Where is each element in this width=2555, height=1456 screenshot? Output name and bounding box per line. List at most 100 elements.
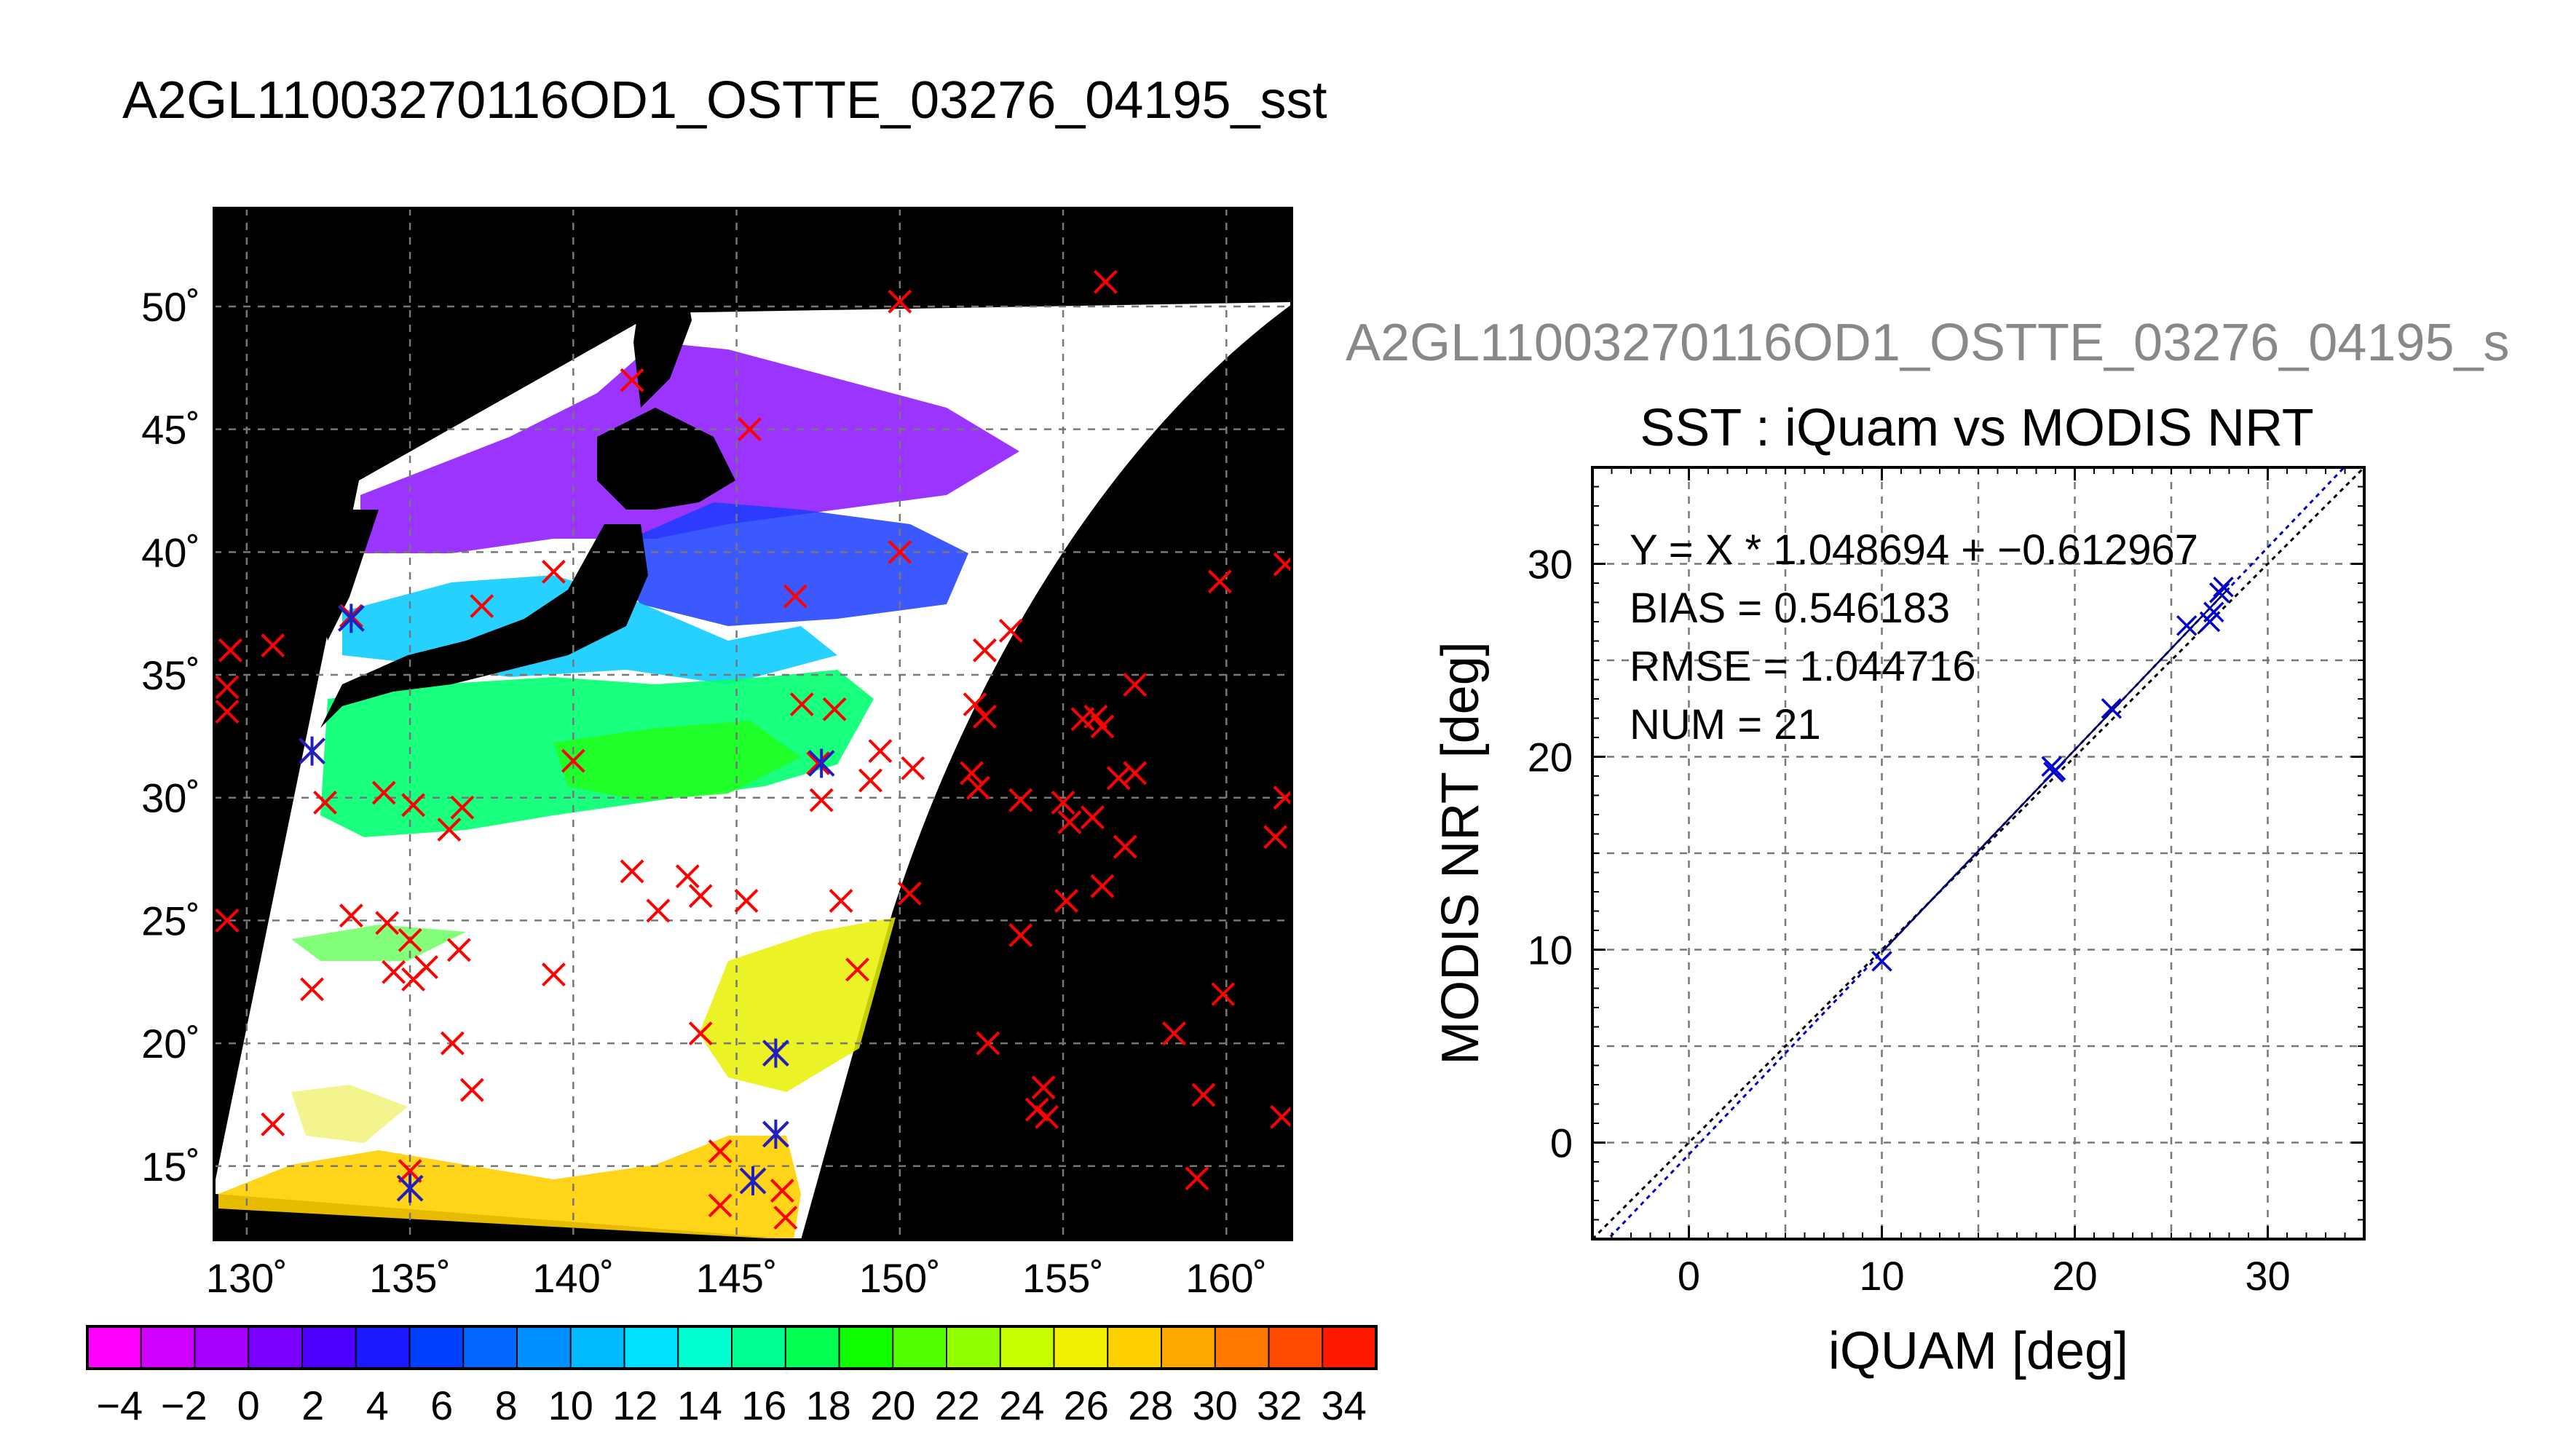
- insitu-marker: [738, 417, 762, 442]
- insitu-marker: [446, 938, 471, 962]
- insitu-marker: [561, 748, 585, 773]
- colorbar-tick-label: 6: [430, 1382, 453, 1428]
- colorbar-cell: [194, 1326, 249, 1369]
- insitu-marker: [1113, 834, 1137, 859]
- insitu-marker: [459, 1077, 484, 1102]
- colorbar-labels: −4 −2 0 2 4 6 8 10 12 14 16 18 20 22 24 26 28 30 32 34: [96, 1382, 1367, 1428]
- insitu-marker: [1090, 714, 1115, 739]
- insitu-marker: [976, 1031, 1000, 1056]
- insitu-marker: [829, 889, 853, 913]
- insitu-marker: [1057, 810, 1082, 834]
- sst-patch-green: [553, 721, 801, 801]
- y-tick-label: 0: [1550, 1120, 1573, 1166]
- insitu-marker: [261, 633, 285, 657]
- colorbar-cell: [1000, 1326, 1054, 1369]
- insitu-marker: [1207, 569, 1232, 594]
- colorbar-cell: [248, 1326, 303, 1369]
- colorbar-cell: [141, 1326, 195, 1369]
- insitu-marker: [313, 791, 337, 815]
- y-tick-label: 20: [1528, 735, 1573, 780]
- insitu-marker: [897, 881, 922, 906]
- match-marker: [739, 1166, 767, 1196]
- colorbar-frame: [86, 1325, 1378, 1370]
- insitu-marker: [542, 962, 566, 987]
- insitu-marker: [973, 638, 997, 662]
- colorbar-tick-label: −4: [96, 1382, 143, 1428]
- insitu-marker: [688, 1021, 713, 1046]
- data-point: [2045, 759, 2066, 781]
- stats-rmse: RMSE = 1.044716: [1630, 643, 1976, 690]
- fit-line: [1606, 467, 2346, 1239]
- colorbar-tick-label: 24: [999, 1382, 1044, 1428]
- scatter-header: A2GL11003270116OD1_OSTTE_03276_04195_s: [1346, 314, 2510, 372]
- insitu-marker: [973, 704, 997, 729]
- land-hokkaido: [597, 408, 735, 510]
- insitu-marker: [1090, 874, 1115, 898]
- colorbar: −4 −2 0 2 4 6 8 10 12 14 16 18 20 22 24 26 28 30 32 34: [86, 1325, 1378, 1428]
- insitu-marker: [1081, 805, 1105, 830]
- insitu-marker: [1273, 786, 1292, 810]
- insitu-marker: [1191, 1083, 1216, 1107]
- insitu-marker: [1185, 1166, 1209, 1191]
- insitu-marker: [375, 911, 400, 935]
- y-axis-label: MODIS NRT [deg]: [1431, 641, 1490, 1065]
- insitu-marker: [1051, 791, 1075, 815]
- colorbar-tick-label: 20: [870, 1382, 915, 1428]
- colorbar-cell: [1161, 1326, 1216, 1369]
- insitu-marker: [218, 638, 242, 662]
- insitu-marker: [1008, 788, 1033, 812]
- colorbar-tick-label: 0: [237, 1382, 260, 1428]
- insitu-marker: [300, 977, 324, 1002]
- colorbar-tick-label: −2: [161, 1382, 208, 1428]
- map-lon-label: 155˚: [1022, 1255, 1104, 1301]
- colorbar-tick-label: 28: [1128, 1382, 1173, 1428]
- colorbar-cell: [409, 1326, 464, 1369]
- x-axis-label: iQUAM [deg]: [1828, 1322, 2128, 1380]
- insitu-marker: [734, 889, 759, 913]
- colorbar-tick-label: 14: [677, 1382, 722, 1428]
- insitu-marker: [1035, 1104, 1059, 1129]
- map-lat-label: 20˚: [141, 1021, 200, 1067]
- insitu-marker: [708, 1139, 732, 1163]
- colorbar-tick-label: 22: [935, 1382, 980, 1428]
- map-lon-labels: 130˚ 135˚ 140˚ 145˚ 150˚ 155˚ 160˚: [206, 1255, 1268, 1301]
- map-lat-label: 35˚: [141, 652, 200, 698]
- insitu-marker: [398, 927, 422, 952]
- insitu-marker: [401, 793, 425, 818]
- map-lat-label: 45˚: [141, 407, 200, 453]
- insitu-marker: [371, 780, 396, 805]
- sst-map: 130˚ 135˚ 140˚ 145˚ 150˚ 155˚ 160˚ 15˚ 20˚ 25˚ 30…: [141, 207, 1293, 1301]
- insitu-marker: [822, 697, 847, 721]
- map-markers: [215, 269, 1292, 1230]
- colorbar-cells: [87, 1326, 1377, 1369]
- match-marker: [762, 1038, 789, 1068]
- match-marker: [396, 1174, 424, 1203]
- figure-title: A2GL11003270116OD1_OSTTE_03276_04195_sst: [122, 71, 1327, 130]
- map-lat-label: 25˚: [141, 898, 200, 943]
- colorbar-cell: [893, 1326, 947, 1369]
- x-tick-label: 0: [1678, 1253, 1700, 1299]
- sst-patch-south-green: [291, 925, 466, 961]
- one-to-one-line: [1592, 467, 2364, 1239]
- colorbar-tick-label: 8: [495, 1382, 518, 1428]
- insitu-marker: [868, 739, 893, 764]
- insitu-marker: [1106, 766, 1131, 791]
- match-marker: [762, 1119, 789, 1149]
- colorbar-tick-label: 12: [612, 1382, 657, 1428]
- data-point: [2101, 698, 2122, 719]
- stats-num: NUM = 21: [1630, 701, 1821, 748]
- colorbar-cell: [1268, 1326, 1323, 1369]
- insitu-marker: [450, 795, 475, 820]
- colorbar-cell: [355, 1326, 410, 1369]
- x-tick-label: 10: [1859, 1253, 1904, 1299]
- insitu-marker: [845, 957, 869, 982]
- insitu-marker: [1270, 1104, 1292, 1129]
- insitu-marker: [215, 675, 240, 700]
- insitu-marker: [1054, 889, 1078, 913]
- colorbar-tick-label: 10: [548, 1382, 593, 1428]
- land-sakhalin: [626, 218, 692, 408]
- colorbar-tick-label: 16: [741, 1382, 786, 1428]
- map-frame: [213, 207, 1293, 1241]
- insitu-marker: [963, 692, 987, 716]
- insitu-marker: [901, 756, 925, 780]
